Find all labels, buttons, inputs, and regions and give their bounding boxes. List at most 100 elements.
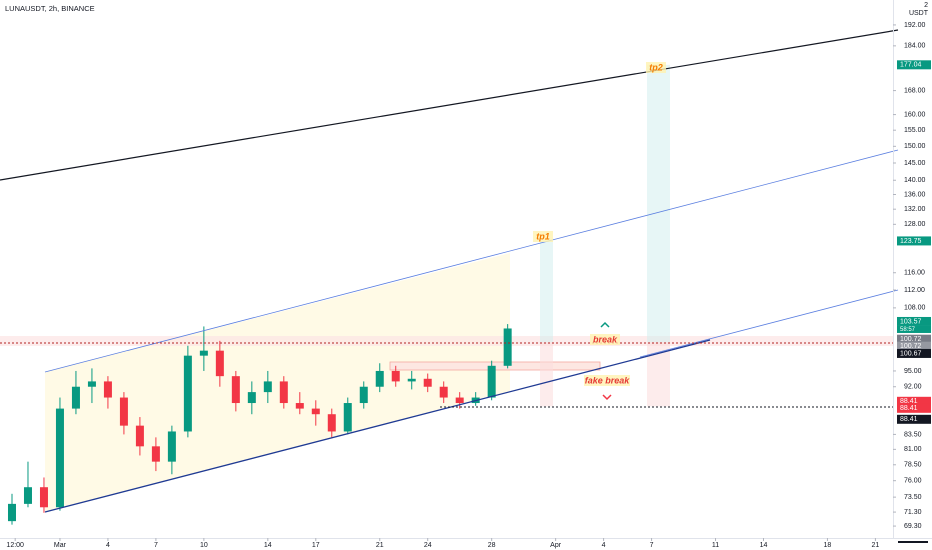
x-tick-label: 24 — [424, 542, 432, 549]
price-label: 100.72 — [900, 343, 922, 350]
target-zone — [540, 240, 553, 343]
axes: 192.00 184.00 168.00 160.00 155.00 150.00 145.… — [6, 22, 931, 549]
target-zone — [647, 64, 670, 343]
label-bg — [646, 62, 666, 73]
y-tick-label: 145.00 — [904, 160, 926, 167]
y-tick-label: 132.00 — [904, 206, 926, 213]
price-label: 88.41 — [900, 398, 918, 405]
target-zone — [647, 342, 670, 407]
candle-body — [167, 431, 176, 462]
y-tick-label: 150.00 — [904, 143, 926, 150]
annotation: fake break — [585, 375, 631, 385]
y-tick-label: 71.30 — [904, 509, 922, 516]
trend-line — [0, 29, 899, 181]
candle-body — [103, 381, 112, 398]
candle-body — [7, 503, 16, 522]
candles — [7, 324, 512, 525]
x-tick-label: 21 — [872, 542, 880, 549]
x-tick-label: 28 — [488, 542, 496, 549]
x-tick-label: 17 — [312, 542, 320, 549]
candle-body — [311, 408, 320, 415]
channel-bottom — [44, 339, 711, 513]
candle-body — [71, 386, 80, 409]
price-label-bg — [897, 60, 931, 70]
chart-title: LUNAUSDT, 2h, BINANCE — [5, 4, 95, 13]
y-tick-label: 78.50 — [904, 462, 922, 469]
y-tick-label: 155.00 — [904, 127, 926, 134]
x-tick-label: 7 — [650, 542, 654, 549]
countdown: 58:57 — [900, 327, 916, 333]
y-tick-label: 69.30 — [904, 523, 922, 530]
annotation: tp2 — [649, 62, 663, 72]
candle-body — [295, 403, 304, 409]
label-bg — [590, 334, 620, 345]
countdown-bg — [897, 325, 931, 333]
x-tick-label: 4 — [602, 542, 606, 549]
y-tick-label: 112.00 — [904, 287, 925, 294]
price-label: 177.04 — [900, 62, 922, 69]
candle-body — [199, 350, 208, 356]
candle-body — [55, 408, 64, 508]
target-zone — [540, 342, 553, 407]
annotations: tp1 tp2 break fake break — [533, 62, 666, 386]
candle-body — [87, 381, 96, 387]
channel-mid — [639, 289, 899, 358]
price-label: 103.57 — [900, 318, 922, 325]
price-label: 100.67 — [900, 350, 922, 357]
x-tick-label: 21 — [376, 542, 384, 549]
candle-body — [423, 378, 432, 387]
unit-label: USDT — [909, 10, 929, 17]
price-label-bg — [897, 414, 931, 424]
price-label-bg — [897, 348, 931, 358]
price-label-bg — [897, 341, 931, 351]
down-arrow — [602, 394, 612, 401]
candle-body — [375, 370, 384, 387]
y-tick-label: 128.00 — [904, 221, 926, 228]
price-label-bg — [897, 396, 931, 406]
annotation: break — [593, 334, 618, 344]
candle-body — [503, 328, 512, 366]
candle-body — [391, 370, 400, 382]
y-tick-label: 140.00 — [904, 177, 926, 184]
candle-body — [487, 365, 496, 398]
price-label: 88.41 — [900, 405, 918, 412]
price-label: 100.72 — [900, 336, 922, 343]
candle-body — [407, 378, 416, 382]
price-label: 123.75 — [900, 238, 922, 245]
label-bg — [533, 231, 553, 242]
drawings — [0, 29, 899, 513]
annotation: tp1 — [536, 231, 550, 241]
x-tick-label: 18 — [824, 542, 832, 549]
price-label-bg — [897, 236, 931, 246]
x-tick-label: 10 — [200, 542, 208, 549]
candle-body — [135, 425, 144, 447]
candle-body — [39, 487, 48, 508]
axis-handle — [898, 541, 928, 543]
candle-body — [343, 403, 352, 432]
x-tick-label: Apr — [550, 542, 562, 549]
target-zones — [540, 64, 670, 407]
y-tick-label: 81.00 — [904, 446, 922, 453]
candle-body — [215, 350, 224, 377]
candle-body — [263, 381, 272, 393]
candle-body — [23, 487, 32, 504]
candle-body — [231, 376, 240, 404]
candle-body — [279, 381, 288, 404]
y-tick-label: 95.00 — [904, 368, 922, 375]
y-tick-label: 168.00 — [904, 87, 926, 94]
candle-body — [183, 355, 192, 432]
x-tick-label: 11 — [712, 542, 719, 549]
x-tick-label: 4 — [106, 542, 110, 549]
y-tick-label: 116.00 — [904, 270, 925, 277]
label-bg — [584, 375, 630, 386]
resistance-band — [0, 336, 893, 346]
corner-label: 2 — [924, 2, 928, 9]
x-tick-label: 7 — [154, 542, 158, 549]
price-label-bg — [897, 334, 931, 344]
y-tick-label: 76.00 — [904, 478, 922, 485]
candle-body — [455, 397, 464, 404]
price-label-bg — [897, 403, 931, 413]
channel-fill — [45, 253, 510, 512]
price-label-bg — [897, 316, 931, 326]
